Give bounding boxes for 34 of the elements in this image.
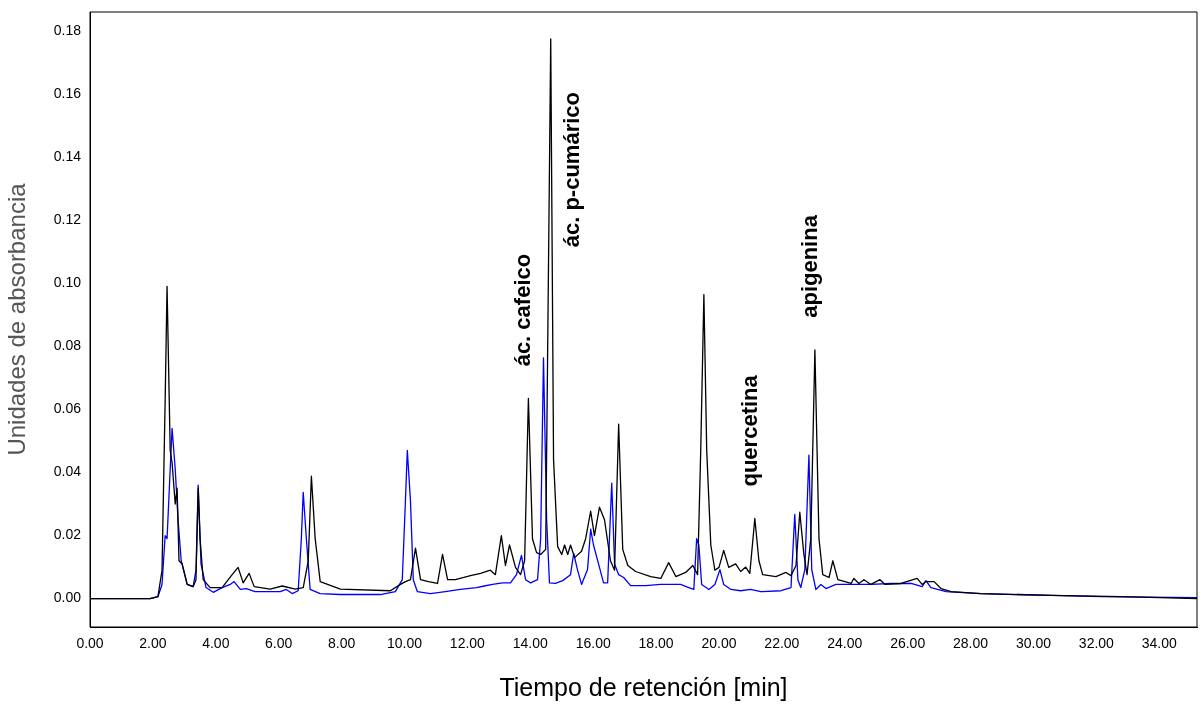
x-tick-label: 26.00 bbox=[890, 635, 926, 652]
x-tick-label: 18.00 bbox=[638, 635, 674, 652]
x-tick-label: 6.00 bbox=[265, 635, 293, 652]
y-tick-label: 0.00 bbox=[53, 589, 82, 606]
y-tick-label: 0.02 bbox=[53, 526, 82, 543]
x-tick-label: 28.00 bbox=[953, 635, 989, 652]
x-tick-label: 2.00 bbox=[139, 635, 167, 652]
x-tick-label: 34.00 bbox=[1141, 635, 1177, 652]
x-tick-label: 22.00 bbox=[764, 635, 800, 652]
x-tick-label: 14.00 bbox=[512, 635, 549, 652]
annotation: ác. p-cumárico bbox=[558, 92, 584, 248]
x-tick-label: 24.00 bbox=[827, 635, 863, 652]
x-tick-label: 4.00 bbox=[202, 635, 230, 652]
annotation: apigenina bbox=[796, 214, 822, 318]
x-tick-label: 12.00 bbox=[449, 635, 486, 652]
x-tick-label: 0.00 bbox=[76, 635, 104, 652]
y-tick-label: 0.16 bbox=[53, 84, 82, 101]
y-tick-label: 0.12 bbox=[53, 211, 82, 228]
y-axis-title: Unidades de absorbancia bbox=[3, 182, 31, 456]
x-axis-title: Tiempo de retención [min] bbox=[499, 672, 788, 701]
x-tick-label: 30.00 bbox=[1015, 635, 1052, 652]
y-tick-label: 0.06 bbox=[53, 400, 82, 417]
y-tick-label: 0.10 bbox=[53, 274, 82, 291]
x-tick-label: 16.00 bbox=[575, 635, 611, 652]
annotation: quercetina bbox=[736, 374, 762, 487]
x-tick-label: 8.00 bbox=[327, 635, 356, 652]
x-tick-label: 32.00 bbox=[1078, 635, 1115, 652]
x-tick-label: 20.00 bbox=[701, 635, 737, 652]
x-tick-label: 10.00 bbox=[386, 635, 423, 652]
annotation: ác. cafeico bbox=[510, 253, 536, 367]
y-tick-label: 0.18 bbox=[53, 21, 82, 38]
y-tick-label: 0.08 bbox=[53, 337, 82, 354]
y-tick-label: 0.14 bbox=[53, 147, 82, 164]
y-tick-label: 0.04 bbox=[53, 463, 82, 480]
